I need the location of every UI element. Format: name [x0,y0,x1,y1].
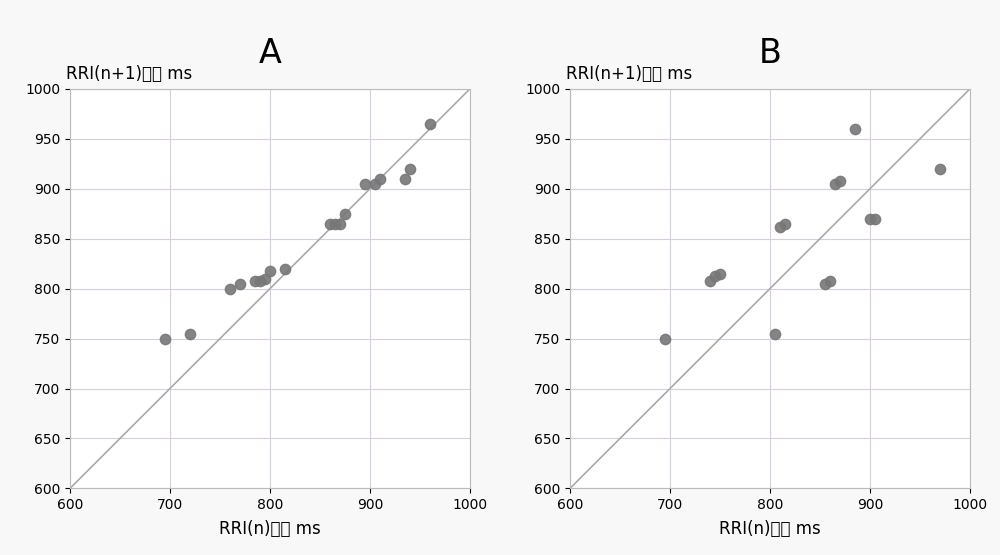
Point [657,334,673,343]
Point [847,124,863,133]
X-axis label: RRI(n)单位 ms: RRI(n)单位 ms [719,521,821,538]
Point [247,276,263,285]
Text: RRI(n+1)单位 ms: RRI(n+1)单位 ms [66,65,192,83]
Point [767,329,783,338]
Point [372,174,388,183]
Point [712,269,728,278]
Point [772,222,788,231]
X-axis label: RRI(n)单位 ms: RRI(n)单位 ms [219,521,321,538]
Point [832,176,848,185]
Point [707,271,723,280]
Point [262,266,278,275]
Point [277,264,293,273]
Point [402,164,418,173]
Point [322,219,338,228]
Point [232,279,248,288]
Point [777,219,793,228]
Text: B: B [759,37,781,70]
Point [817,279,833,288]
Point [932,164,948,173]
Point [867,214,883,223]
Point [257,274,273,283]
Point [157,334,173,343]
Point [702,276,718,285]
Point [337,209,353,218]
Point [827,179,843,188]
Point [822,276,838,285]
Point [357,179,373,188]
Point [182,329,198,338]
Point [422,119,438,128]
Point [222,284,238,293]
Point [252,276,268,285]
Text: RRI(n+1)单位 ms: RRI(n+1)单位 ms [566,65,692,83]
Point [327,219,343,228]
Point [862,214,878,223]
Point [367,179,383,188]
Point [397,174,413,183]
Text: A: A [259,37,281,70]
Point [332,219,348,228]
